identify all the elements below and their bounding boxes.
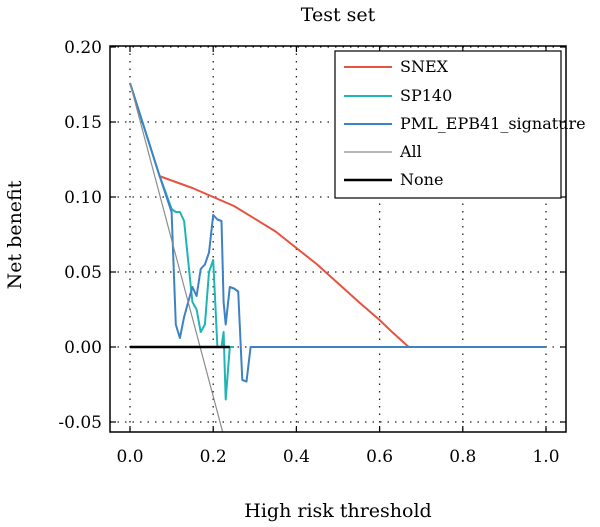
y-axis-label: Net benefit: [4, 180, 26, 289]
series-lines: [129, 82, 546, 432]
series-line-sp140: [129, 82, 234, 401]
x-tick-label: 0.8: [449, 447, 476, 467]
legend-label-all: All: [399, 142, 422, 161]
x-tick-label: 0.6: [366, 447, 393, 467]
x-axis-label: High risk threshold: [244, 500, 431, 522]
y-tick-label: -0.05: [58, 413, 102, 433]
x-tick-label: 0.2: [200, 447, 227, 467]
chart-title: Test set: [301, 4, 376, 26]
series-line-pml-epb41-signature: [129, 82, 546, 383]
y-tick-label: 0.20: [64, 38, 102, 58]
legend-label-snex: SNEX: [400, 57, 449, 76]
x-tick-label: 1.0: [532, 447, 559, 467]
plot-frame: [109, 45, 567, 433]
series-line-snex: [158, 175, 546, 348]
series-line-all: [129, 82, 224, 432]
legend-label-none: None: [400, 170, 443, 189]
y-tick-label: 0.10: [64, 188, 102, 208]
legend-label-pml-epb41-signature: PML_EPB41_signature: [400, 114, 586, 133]
legend-label-sp140: SP140: [400, 86, 452, 105]
y-tick-label: 0.00: [64, 338, 102, 358]
legend: SNEX SP140 PML_EPB41_signature All None: [334, 50, 586, 199]
x-tick-label: 0.0: [116, 447, 143, 467]
y-tick-label: 0.05: [64, 263, 102, 283]
axis-ticks: 0.0 0.2 0.4 0.6 0.8 1.0 0.20 0.15 0.10 0.05 0.00 -0…: [58, 38, 566, 467]
x-tick-label: 0.4: [283, 447, 310, 467]
y-tick-label: 0.15: [64, 113, 102, 133]
